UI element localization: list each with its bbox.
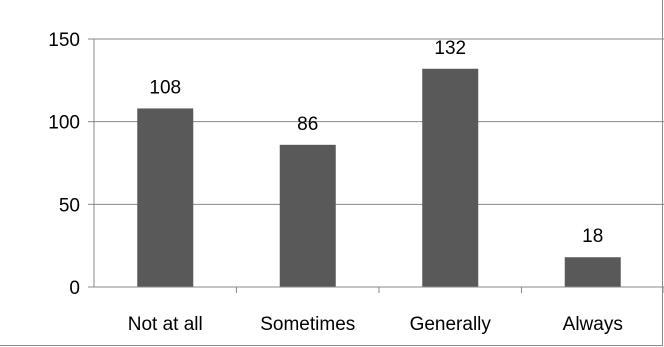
y-tick-label: 0: [69, 278, 80, 299]
y-tick-label: 100: [48, 113, 80, 134]
bar-always: [564, 257, 621, 287]
data-label: 108: [149, 77, 181, 98]
x-category-label: Generally: [410, 314, 492, 335]
data-label: 86: [297, 114, 318, 135]
y-tick-label: 50: [59, 195, 80, 216]
y-tick-label: 150: [48, 30, 80, 51]
bar-generally: [422, 68, 479, 287]
x-category-label: Sometimes: [260, 314, 355, 335]
data-label: 132: [434, 38, 466, 59]
data-label: 18: [582, 226, 603, 247]
x-category-label: Always: [563, 314, 623, 335]
axes: [88, 38, 664, 293]
bars: [137, 68, 621, 287]
labels: 0 50 100 150 Not at all 108 Sometimes 86 General…: [48, 30, 623, 335]
bar-not-at-all: [137, 108, 194, 287]
x-category-label: Not at all: [128, 314, 203, 335]
bar-sometimes: [279, 144, 336, 287]
